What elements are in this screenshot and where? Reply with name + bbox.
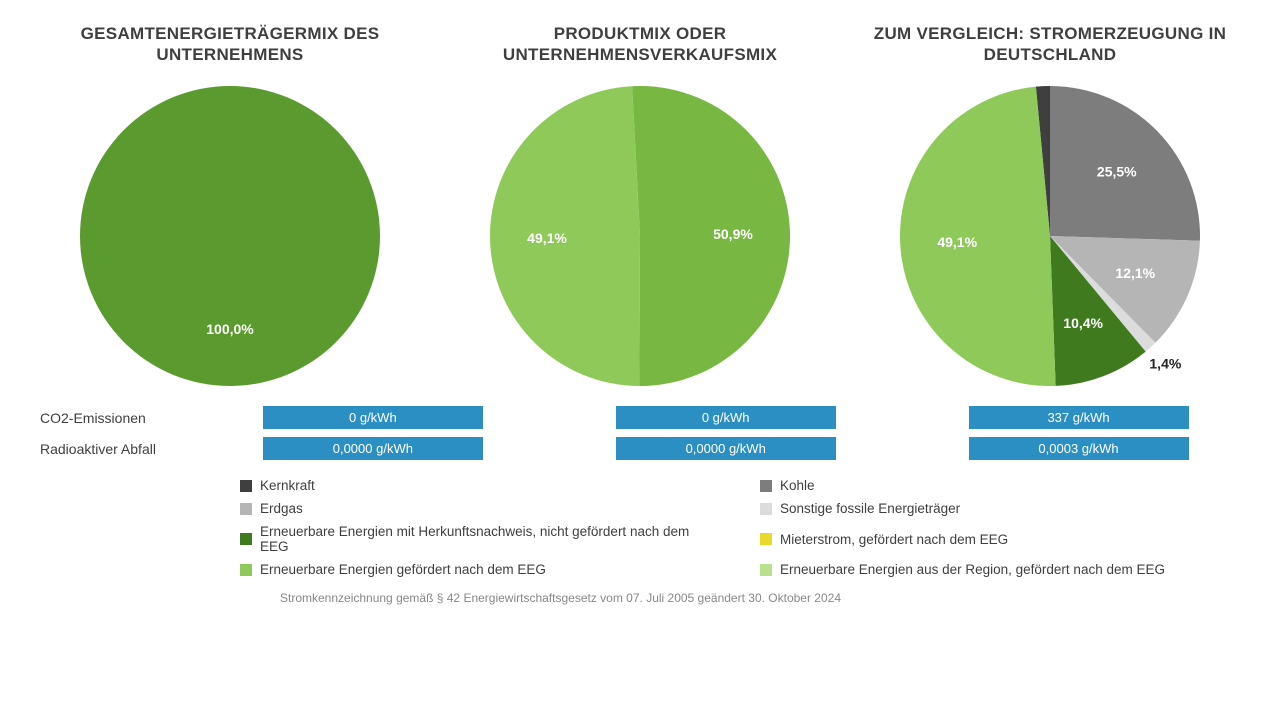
- chart-col-0: GESAMTENERGIETRÄGERMIX DES UNTERNEHMENS …: [40, 20, 420, 386]
- legend-label: Mieterstrom, gefördert nach dem EEG: [780, 532, 1008, 547]
- legend-item: Erdgas: [240, 501, 720, 516]
- metrics-row-0: CO2-Emissionen 0 g/kWh 0 g/kWh 337 g/kWh: [40, 406, 1240, 429]
- legend-item: Erneuerbare Energien aus der Region, gef…: [760, 562, 1240, 577]
- pie-2: 1,5%25,5%12,1%1,4%10,4%49,1%: [900, 86, 1200, 386]
- slice-label: 25,5%: [1097, 163, 1137, 179]
- legend-label: Erdgas: [260, 501, 303, 516]
- footnote: Stromkennzeichnung gemäß § 42 Energiewir…: [280, 591, 1240, 605]
- legend-swatch: [760, 480, 772, 492]
- slice-label: 12,1%: [1115, 265, 1155, 281]
- slice-label: 49,1%: [527, 230, 567, 246]
- legend-label: Erneuerbare Energien mit Herkunftsnachwe…: [260, 524, 720, 554]
- metric-badges-1: 0,0000 g/kWh 0,0000 g/kWh 0,0003 g/kWh: [211, 437, 1240, 460]
- legend-swatch: [760, 564, 772, 576]
- pie-0: 100,0%: [80, 86, 380, 386]
- metric-label-1: Radioaktiver Abfall: [40, 441, 211, 457]
- slice-label: 1,4%: [1149, 356, 1181, 372]
- legend: Kernkraft Kohle Erdgas Sonstige fossile Ene…: [240, 478, 1240, 577]
- legend-label: Erneuerbare Energien gefördert nach dem …: [260, 562, 546, 577]
- metric-badge-1-0: 0,0000 g/kWh: [263, 437, 483, 460]
- chart-col-1: PRODUKTMIX ODER UNTERNEHMENSVERKAUFSMIX …: [450, 20, 830, 386]
- pie-slice: [632, 86, 790, 386]
- legend-label: Erneuerbare Energien aus der Region, gef…: [780, 562, 1165, 577]
- slice-label: 10,4%: [1063, 315, 1103, 331]
- legend-item: Sonstige fossile Energieträger: [760, 501, 1240, 516]
- chart-title-1: PRODUKTMIX ODER UNTERNEHMENSVERKAUFSMIX: [450, 20, 830, 68]
- slice-label: 100,0%: [206, 321, 254, 337]
- chart-title-0: GESAMTENERGIETRÄGERMIX DES UNTERNEHMENS: [40, 20, 420, 68]
- legend-item: Kernkraft: [240, 478, 720, 493]
- metric-badge-0-1: 0 g/kWh: [616, 406, 836, 429]
- legend-swatch: [240, 503, 252, 515]
- charts-row: GESAMTENERGIETRÄGERMIX DES UNTERNEHMENS …: [40, 20, 1240, 386]
- metric-badge-1-2: 0,0003 g/kWh: [969, 437, 1189, 460]
- legend-swatch: [240, 564, 252, 576]
- legend-label: Sonstige fossile Energieträger: [780, 501, 960, 516]
- legend-item: Mieterstrom, gefördert nach dem EEG: [760, 524, 1240, 554]
- legend-item: Kohle: [760, 478, 1240, 493]
- legend-label: Kohle: [780, 478, 815, 493]
- legend-swatch: [760, 533, 772, 545]
- metric-label-0: CO2-Emissionen: [40, 410, 211, 426]
- legend-label: Kernkraft: [260, 478, 315, 493]
- legend-item: Erneuerbare Energien mit Herkunftsnachwe…: [240, 524, 720, 554]
- metric-badges-0: 0 g/kWh 0 g/kWh 337 g/kWh: [211, 406, 1240, 429]
- slice-label: 50,9%: [713, 226, 753, 242]
- legend-item: Erneuerbare Energien gefördert nach dem …: [240, 562, 720, 577]
- metrics-row-1: Radioaktiver Abfall 0,0000 g/kWh 0,0000 …: [40, 437, 1240, 460]
- metric-badge-0-0: 0 g/kWh: [263, 406, 483, 429]
- metric-badge-0-2: 337 g/kWh: [969, 406, 1189, 429]
- metric-badge-1-1: 0,0000 g/kWh: [616, 437, 836, 460]
- pie-1: 50,9% 49,1%: [490, 86, 790, 386]
- pie-slice: [900, 87, 1056, 386]
- legend-swatch: [240, 480, 252, 492]
- pie-slice: [80, 86, 380, 386]
- chart-title-2: ZUM VERGLEICH: STROMERZEUGUNG IN DEUTSCH…: [860, 20, 1240, 68]
- chart-col-2: ZUM VERGLEICH: STROMERZEUGUNG IN DEUTSCH…: [860, 20, 1240, 386]
- slice-label: 49,1%: [937, 234, 977, 250]
- legend-swatch: [760, 503, 772, 515]
- legend-swatch: [240, 533, 252, 545]
- metrics-table: CO2-Emissionen 0 g/kWh 0 g/kWh 337 g/kWh…: [40, 406, 1240, 460]
